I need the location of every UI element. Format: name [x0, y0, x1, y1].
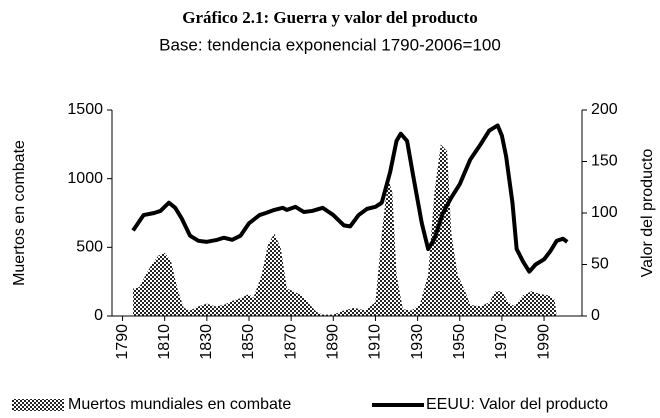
x-tick-label: 1790	[114, 324, 131, 360]
y-tick-label: 1500	[67, 101, 103, 118]
x-tick-label: 1930	[409, 324, 426, 360]
x-tick-label: 1990	[535, 324, 552, 360]
y2-tick-label: 100	[591, 204, 618, 221]
y2-tick-label: 200	[591, 101, 618, 118]
x-tick-label: 1870	[282, 324, 299, 360]
y2-tick-label: 150	[591, 153, 618, 170]
chart-title: Gráfico 2.1: Guerra y valor del producto	[182, 8, 477, 27]
legend-swatch	[12, 399, 64, 411]
x-tick-label: 1830	[198, 324, 215, 360]
y2-tick-label: 50	[591, 256, 609, 273]
y-tick-label: 1000	[67, 170, 103, 187]
x-tick-label: 1950	[451, 324, 468, 360]
chart-subtitle: Base: tendencia exponencial 1790-2006=10…	[159, 35, 501, 54]
x-tick-label: 1850	[240, 324, 257, 360]
x-tick-label: 1970	[493, 324, 510, 360]
x-tick-label: 1890	[325, 324, 342, 360]
x-tick-label: 1910	[367, 324, 384, 360]
y-axis-label: Muertos en combate	[11, 140, 28, 286]
line	[131, 123, 569, 274]
y2-axis-label: Valor del producto	[639, 149, 656, 278]
area	[133, 144, 557, 316]
x-tick-label: 1810	[156, 324, 173, 360]
legend-label: EEUU: Valor del producto	[426, 396, 608, 413]
legend-label: Muertos mundiales en combate	[68, 396, 291, 413]
y2-tick-label: 0	[591, 307, 600, 324]
y-tick-label: 0	[94, 307, 103, 324]
y-tick-label: 500	[76, 239, 103, 256]
